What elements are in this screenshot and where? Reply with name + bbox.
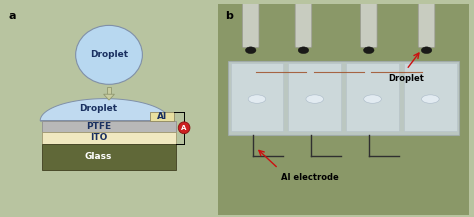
Text: Droplet: Droplet (80, 104, 118, 113)
FancyBboxPatch shape (418, 0, 435, 48)
Ellipse shape (298, 47, 309, 54)
Text: PTFE: PTFE (86, 122, 111, 131)
Ellipse shape (248, 95, 266, 103)
Text: Droplet: Droplet (389, 74, 424, 83)
Text: A: A (182, 125, 187, 131)
Text: Droplet: Droplet (90, 50, 128, 59)
Bar (150, 112, 173, 121)
Ellipse shape (364, 95, 381, 103)
Ellipse shape (76, 25, 142, 84)
FancyBboxPatch shape (361, 0, 377, 48)
Text: Al: Al (156, 112, 167, 121)
FancyBboxPatch shape (228, 61, 459, 135)
Bar (42, 121, 176, 132)
Polygon shape (40, 99, 170, 121)
Bar (346, 63, 399, 131)
Bar (231, 63, 283, 131)
Text: b: b (226, 11, 234, 21)
Ellipse shape (246, 47, 256, 54)
Text: a: a (9, 11, 17, 21)
Ellipse shape (306, 95, 324, 103)
FancyBboxPatch shape (242, 0, 259, 48)
Ellipse shape (364, 47, 374, 54)
Bar (288, 63, 341, 131)
Circle shape (178, 122, 190, 134)
Bar (107, 87, 111, 94)
Text: Al electrode: Al electrode (281, 173, 338, 182)
Ellipse shape (421, 95, 439, 103)
Bar (42, 144, 176, 169)
Text: Glass: Glass (85, 152, 112, 161)
Text: ITO: ITO (90, 133, 107, 142)
Bar (404, 63, 456, 131)
Polygon shape (104, 94, 114, 100)
Bar (42, 132, 176, 144)
FancyBboxPatch shape (295, 0, 312, 48)
Ellipse shape (421, 47, 432, 54)
